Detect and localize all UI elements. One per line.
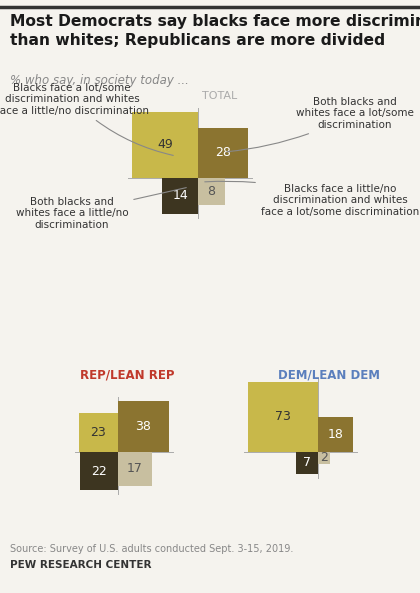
Text: 38: 38 — [135, 420, 151, 433]
Bar — [79, 452, 118, 490]
Text: Blacks face a lot/some
discrimination and whites
face a little/no discrimination: Blacks face a lot/some discrimination an… — [0, 83, 173, 155]
Text: 7: 7 — [303, 457, 311, 469]
Bar — [131, 111, 198, 178]
Bar — [118, 452, 152, 486]
Text: Both blacks and
whites face a little/no
discrimination: Both blacks and whites face a little/no … — [16, 187, 186, 230]
Text: Most Democrats say blacks face more discrimination
than whites; Republicans are : Most Democrats say blacks face more disc… — [10, 14, 420, 47]
Bar — [248, 382, 318, 452]
Text: 23: 23 — [90, 426, 106, 439]
Text: Source: Survey of U.S. adults conducted Sept. 3-15, 2019.: Source: Survey of U.S. adults conducted … — [10, 544, 294, 554]
Text: Both blacks and
whites face a lot/some
discrimination: Both blacks and whites face a lot/some d… — [227, 97, 414, 152]
Text: 2: 2 — [320, 451, 328, 464]
Bar — [318, 417, 353, 452]
Text: PEW RESEARCH CENTER: PEW RESEARCH CENTER — [10, 560, 152, 570]
Text: DEM/LEAN DEM: DEM/LEAN DEM — [278, 368, 380, 381]
Text: REP/LEAN REP: REP/LEAN REP — [80, 368, 174, 381]
Text: 8: 8 — [207, 185, 215, 198]
Text: 73: 73 — [275, 410, 291, 423]
Text: 17: 17 — [127, 463, 143, 476]
Text: Blacks face a little/no
discrimination and whites
face a lot/some discrimination: Blacks face a little/no discrimination a… — [205, 181, 419, 217]
Bar — [198, 127, 248, 178]
Bar — [296, 452, 318, 474]
Bar — [163, 178, 198, 213]
Text: TOTAL: TOTAL — [202, 91, 237, 101]
Bar — [118, 401, 168, 452]
Text: 28: 28 — [215, 146, 231, 160]
Text: 22: 22 — [91, 465, 107, 478]
Text: 49: 49 — [157, 138, 173, 151]
Bar — [79, 413, 118, 452]
Text: 14: 14 — [172, 189, 188, 202]
Bar — [198, 178, 225, 205]
Text: 18: 18 — [328, 428, 343, 441]
Bar — [318, 452, 330, 464]
Text: % who say, in society today ...: % who say, in society today ... — [10, 74, 189, 87]
